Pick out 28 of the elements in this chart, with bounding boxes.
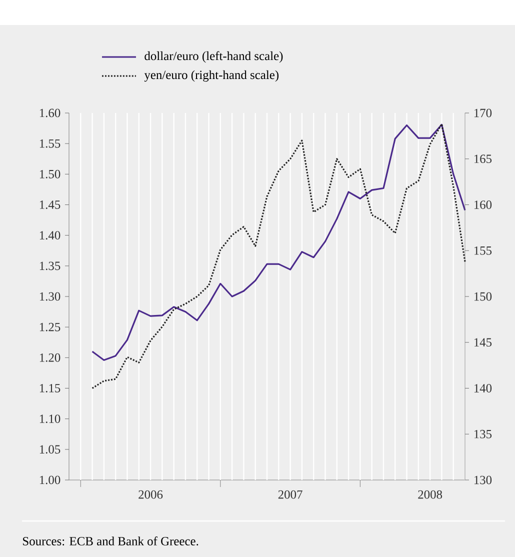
x-tick-label: 2006 — [138, 490, 163, 499]
legend-label: dollar/euro (left-hand scale) — [144, 51, 283, 63]
y-tick-label: 1.20 — [40, 353, 60, 362]
y-tick-label: 1.10 — [40, 414, 60, 424]
legend-label: yen/euro (right-hand scale) — [144, 70, 279, 82]
y-tick-label: 1.35 — [40, 262, 60, 270]
y-tick-label: 1.15 — [40, 384, 60, 392]
y-tick-label: 1.50 — [40, 170, 60, 178]
y2-tick-label: 170 — [474, 108, 492, 118]
y-tick-label: 1.45 — [40, 200, 60, 209]
y-tick-label: 1.55 — [40, 139, 60, 148]
y2-tick-label: 130 — [474, 476, 492, 484]
y2-tick-label: 155 — [474, 246, 492, 255]
y2-tick-label: 140 — [474, 384, 492, 392]
y2-tick-label: 150 — [474, 292, 492, 301]
y-tick-label: 1.00 — [40, 476, 60, 484]
y2-tick-label: 165 — [474, 154, 492, 164]
y-tick-label: 1.05 — [40, 445, 60, 454]
y-tick-label: 1.60 — [40, 108, 60, 118]
y2-tick-label: 160 — [474, 200, 492, 209]
y-tick-label: 1.40 — [40, 231, 60, 240]
y2-tick-label: 145 — [474, 338, 492, 347]
x-tick-label: 2008 — [418, 490, 442, 499]
source-note: Sources: ECB and Bank of Greece. — [23, 536, 198, 546]
x-tick-label: 2007 — [278, 490, 302, 499]
y2-tick-label: 135 — [474, 430, 492, 438]
y-tick-label: 1.25 — [40, 322, 60, 332]
y-tick-label: 1.30 — [40, 292, 60, 301]
